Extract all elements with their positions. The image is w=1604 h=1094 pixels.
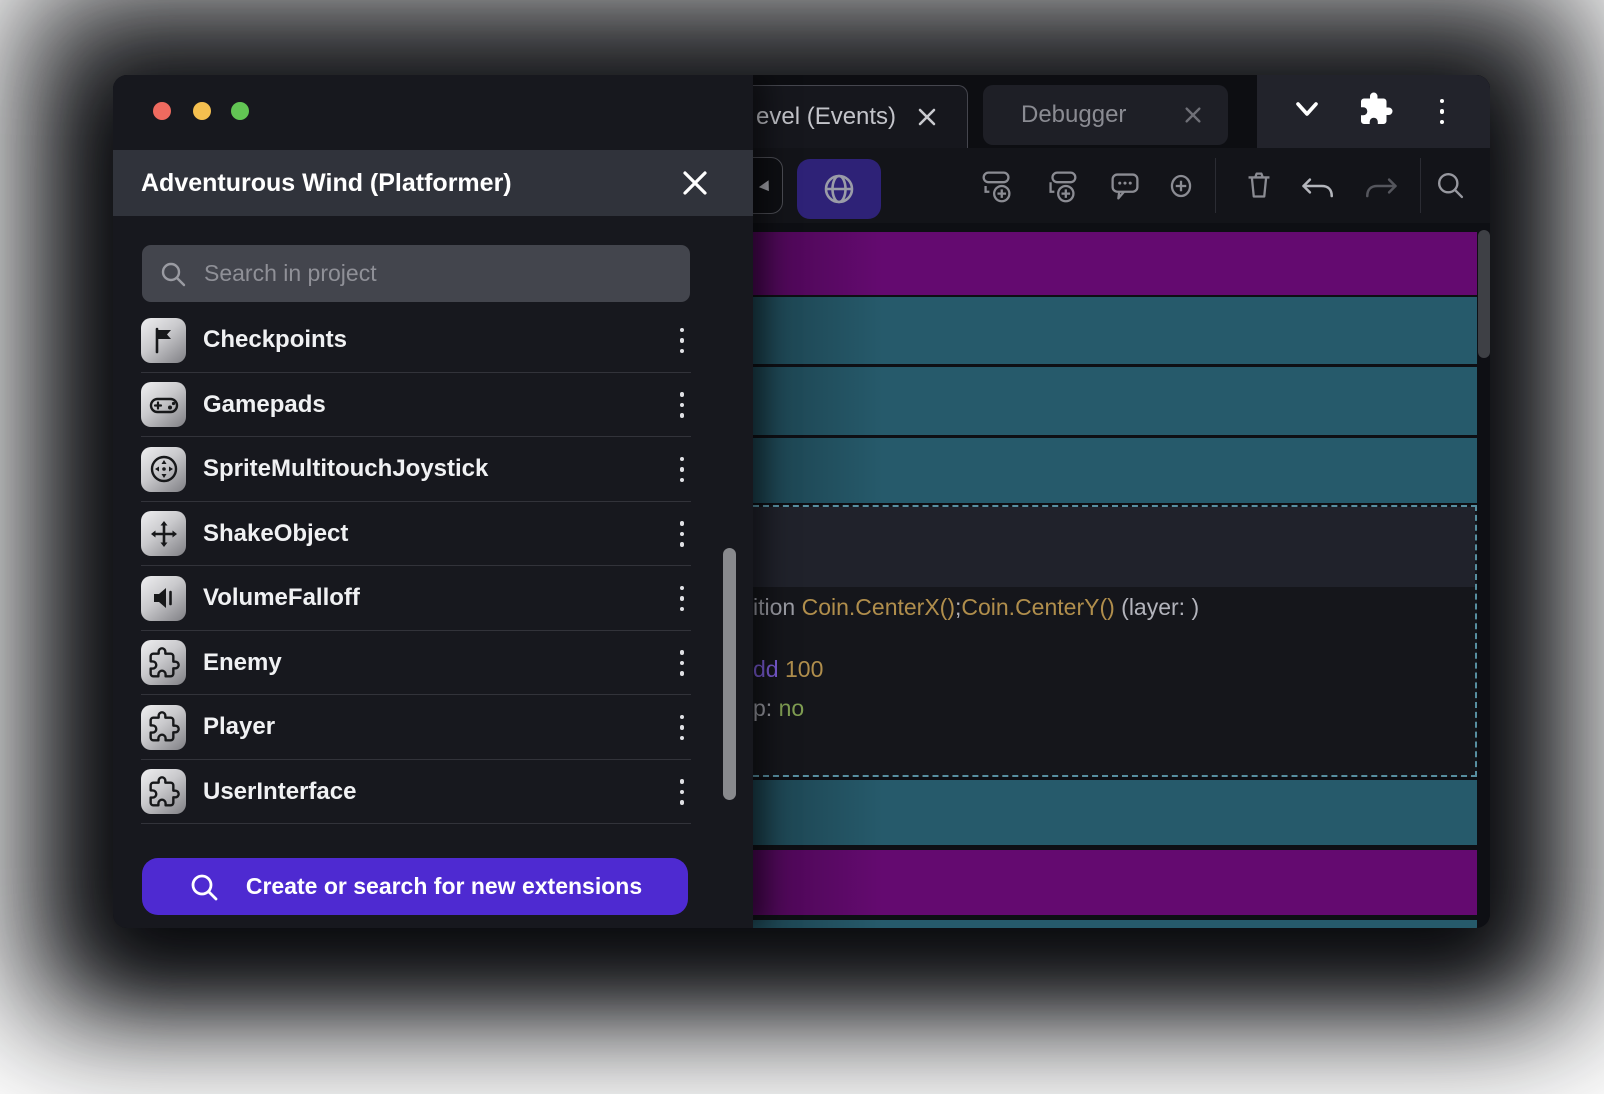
events-vertical-scrollbar[interactable] — [1478, 230, 1490, 358]
add-event-button[interactable] — [977, 166, 1017, 206]
add-subevent-button[interactable] — [1042, 166, 1082, 206]
item-menu-kebab-icon[interactable] — [667, 449, 697, 489]
search-events-button[interactable] — [1431, 166, 1471, 206]
list-item-gamepads[interactable]: Gamepads — [113, 373, 753, 438]
list-item-volumefalloff[interactable]: VolumeFalloff — [113, 566, 753, 631]
app-window: evel (Events) Debugger — [113, 75, 1490, 928]
tabbar-right-actions — [1257, 75, 1490, 148]
extensions-puzzle-icon[interactable] — [1358, 91, 1394, 132]
event-action-line[interactable]: ition Coin.CenterX();Coin.CenterY() (lay… — [753, 592, 1475, 622]
tab-close-icon[interactable] — [914, 104, 940, 130]
cta-label: Create or search for new extensions — [245, 873, 643, 899]
code-text: (layer: ) — [1114, 594, 1200, 620]
window-close-traffic-light[interactable] — [153, 102, 171, 120]
create-or-search-extensions-button[interactable]: Create or search for new extensions — [142, 858, 688, 915]
undo-button[interactable] — [1299, 166, 1339, 206]
search-icon — [161, 262, 186, 286]
tab-level-events[interactable]: evel (Events) — [741, 85, 968, 148]
list-item-shakeobject[interactable]: ShakeObject — [113, 502, 753, 567]
globe-icon — [824, 174, 854, 204]
list-item-label: ShakeObject — [203, 519, 349, 547]
item-menu-kebab-icon[interactable] — [667, 707, 697, 747]
list-item-userinterface[interactable]: UserInterface — [113, 760, 753, 825]
event-row[interactable] — [753, 438, 1477, 503]
panel-header: Adventurous Wind (Platformer) — [113, 150, 753, 216]
list-item-spritemultitouchjoystick[interactable]: SpriteMultitouchJoystick — [113, 437, 753, 502]
tab-bar: evel (Events) Debugger — [741, 75, 1490, 148]
panel-vertical-scrollbar[interactable] — [723, 548, 736, 800]
code-text: ition — [753, 594, 802, 620]
list-item-label: VolumeFalloff — [203, 584, 360, 612]
event-row[interactable] — [753, 850, 1477, 915]
puzzle-icon — [141, 769, 186, 815]
events-editor-pane: evel (Events) Debugger — [721, 75, 1490, 928]
item-menu-kebab-icon[interactable] — [667, 772, 697, 812]
project-title: Adventurous Wind (Platformer) — [141, 168, 512, 197]
global-variables-globe-button[interactable] — [797, 159, 881, 219]
tab-close-icon[interactable] — [1180, 102, 1206, 128]
list-item-label: UserInterface — [203, 777, 357, 805]
add-comment-button[interactable] — [1105, 166, 1145, 206]
delete-trash-button[interactable] — [1239, 166, 1279, 206]
list-item-label: Enemy — [203, 648, 282, 676]
list-item-label: Player — [203, 713, 276, 741]
tab-level-events-label: evel (Events) — [756, 103, 897, 130]
item-menu-kebab-icon[interactable] — [667, 385, 697, 425]
selected-event-condition-area[interactable] — [753, 507, 1475, 587]
event-action-line[interactable]: dd 100 — [753, 654, 1475, 684]
code-text: p: — [753, 695, 779, 721]
selected-event-block[interactable]: ition Coin.CenterX();Coin.CenterY() (lay… — [753, 505, 1477, 777]
event-action-line[interactable]: p: no — [753, 693, 1475, 723]
item-menu-kebab-icon[interactable] — [667, 514, 697, 554]
window-minimize-traffic-light[interactable] — [193, 102, 211, 120]
event-row[interactable] — [753, 367, 1477, 435]
code-boolean: no — [778, 695, 805, 721]
move-arrows-icon — [141, 511, 186, 557]
list-item-label: Checkpoints — [203, 326, 348, 354]
list-item-enemy[interactable]: Enemy — [113, 631, 753, 696]
close-panel-icon[interactable] — [677, 165, 713, 201]
search-input[interactable] — [204, 260, 644, 287]
project-search-box[interactable] — [142, 245, 690, 302]
code-keyword: dd — [753, 656, 785, 682]
list-item-label: SpriteMultitouchJoystick — [203, 455, 489, 483]
code-number: 100 — [784, 656, 824, 682]
add-circle-button[interactable] — [1161, 166, 1201, 206]
events-toolbar — [721, 148, 1490, 223]
item-menu-kebab-icon[interactable] — [667, 320, 697, 360]
toolbar-divider — [1215, 158, 1216, 213]
toolbar-divider — [1420, 158, 1421, 213]
list-item-player[interactable]: Player — [113, 695, 753, 760]
event-row[interactable] — [753, 232, 1477, 295]
window-zoom-traffic-light[interactable] — [231, 102, 249, 120]
joystick-icon — [141, 446, 186, 492]
window-menu-kebab-icon[interactable] — [1427, 92, 1457, 132]
chevron-down-icon[interactable] — [1290, 97, 1324, 126]
flag-icon — [141, 317, 186, 363]
speaker-icon — [141, 575, 186, 621]
item-menu-kebab-icon[interactable] — [667, 578, 697, 618]
project-manager-panel: Adventurous Wind (Platformer) Checkpo — [113, 75, 753, 928]
code-text: ; — [954, 594, 962, 620]
code-expression: Coin.CenterY() — [961, 594, 1115, 620]
puzzle-icon — [141, 704, 186, 750]
list-item-label: Gamepads — [203, 390, 326, 418]
search-icon — [191, 874, 218, 900]
code-expression: Coin.CenterX() — [801, 594, 955, 620]
tab-debugger-label: Debugger — [1021, 101, 1127, 128]
redo-button[interactable] — [1360, 166, 1400, 206]
event-row[interactable] — [753, 780, 1477, 845]
gamepad-icon — [141, 382, 186, 428]
tab-debugger[interactable]: Debugger — [983, 85, 1228, 145]
puzzle-icon — [141, 640, 186, 686]
event-row[interactable] — [753, 920, 1477, 928]
item-menu-kebab-icon[interactable] — [667, 643, 697, 683]
list-item-checkpoints[interactable]: Checkpoints — [113, 308, 753, 373]
event-row[interactable] — [753, 297, 1477, 364]
